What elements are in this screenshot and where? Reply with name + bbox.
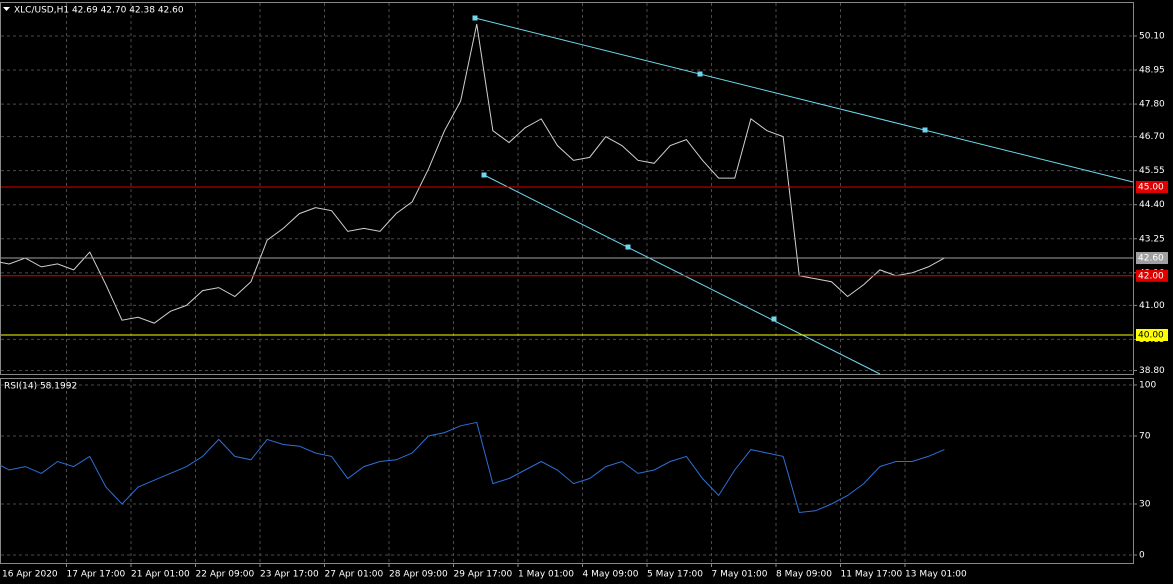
menu-arrow[interactable] — [3, 7, 10, 11]
x-tick-label: 4 May 09:00 — [583, 570, 639, 580]
y-tick-label: 46.70 — [1139, 132, 1165, 142]
y-tick-label: 38.80 — [1139, 366, 1165, 376]
x-tick-label: 8 May 09:00 — [776, 570, 832, 580]
y-tick-label: 30 — [1139, 500, 1151, 510]
x-tick-label: 5 May 17:00 — [647, 570, 703, 580]
level-label: 40.00 — [1138, 330, 1164, 340]
series-line — [0, 24, 945, 324]
y-tick-label: 0 — [1139, 551, 1145, 561]
series-line — [0, 421, 945, 514]
y-tick-label: 45.55 — [1139, 166, 1165, 176]
y-tick-label: 47.80 — [1139, 100, 1165, 110]
x-tick-label: 29 Apr 17:00 — [454, 570, 513, 580]
level-label-box — [1136, 252, 1168, 265]
trend-line — [474, 17, 1134, 183]
y-tick-label: 48.95 — [1139, 66, 1165, 76]
anchor — [922, 127, 928, 133]
level-label-box — [1136, 180, 1168, 193]
level-label: 45.00 — [1138, 182, 1164, 192]
price-panel — [0, 2, 1134, 375]
trend-channel — [472, 15, 1134, 375]
anchor — [472, 15, 478, 21]
chart-title: XLC/USD,H1 42.69 42.70 42.38 42.60 — [14, 6, 184, 16]
x-tick-label: 16 Apr 2020 — [2, 570, 58, 580]
level-label-box — [1136, 328, 1168, 341]
trend-line — [483, 174, 881, 375]
x-tick-label: 27 Apr 01:00 — [325, 570, 384, 580]
y-tick-label: 70 — [1139, 432, 1151, 442]
x-tick-label: 13 May 01:00 — [905, 570, 967, 580]
x-tick-label: 1 May 01:00 — [518, 570, 574, 580]
y-tick-label: 100 — [1139, 381, 1156, 391]
indicator-title: RSI(14) 58.1992 — [4, 382, 77, 392]
anchor — [771, 316, 777, 322]
anchor — [481, 172, 487, 178]
anchor — [697, 71, 703, 77]
x-tick-label: 28 Apr 09:00 — [389, 570, 448, 580]
grid — [1, 3, 1133, 563]
x-tick-label: 21 Apr 01:00 — [131, 570, 190, 580]
x-tick-label: 11 May 17:00 — [841, 570, 903, 580]
anchor — [625, 244, 631, 250]
level-label: 42.60 — [1138, 254, 1164, 264]
x-tick-label: 17 Apr 17:00 — [67, 570, 126, 580]
level-label-box — [1136, 269, 1168, 282]
level-label: 42.00 — [1138, 271, 1164, 281]
y-tick-label: 43.25 — [1139, 234, 1165, 244]
x-tick-label: 23 Apr 17:00 — [260, 570, 319, 580]
y-tick-label: 50.10 — [1139, 31, 1165, 41]
rsi-panel — [0, 378, 1134, 564]
x-tick-label: 22 Apr 09:00 — [196, 570, 255, 580]
x-tick-label: 7 May 01:00 — [712, 570, 768, 580]
y-tick-label: 44.40 — [1139, 200, 1165, 210]
y-tick-label: 41.00 — [1139, 301, 1165, 311]
